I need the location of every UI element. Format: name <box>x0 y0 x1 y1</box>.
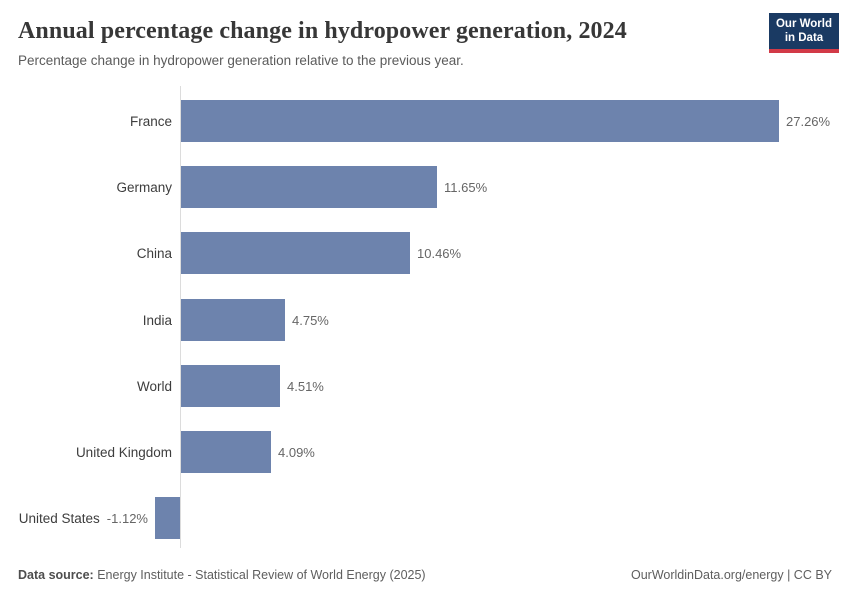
owid-logo-line1: Our World <box>775 17 832 30</box>
value-label: 4.75% <box>292 312 329 328</box>
y-axis-line <box>180 86 181 548</box>
value-label: 10.46% <box>417 245 462 261</box>
credit-link[interactable]: OurWorldinData.org/energy | CC BY <box>630 568 832 582</box>
entity-label: Germany <box>116 179 172 195</box>
data-source-text: Energy Institute - Statistical Review of… <box>93 568 426 582</box>
value-label: -1.12% <box>106 510 148 526</box>
bar[interactable] <box>181 365 280 407</box>
entity-label: United States <box>18 510 100 526</box>
value-label: 11.65% <box>444 179 488 195</box>
entity-label: India <box>142 312 172 328</box>
bar[interactable] <box>181 299 285 341</box>
value-label: 27.26% <box>786 113 831 129</box>
bar[interactable] <box>181 166 437 208</box>
value-label: 4.09% <box>278 444 315 460</box>
value-label: 4.51% <box>287 378 324 394</box>
bar[interactable] <box>181 232 410 274</box>
chart-footer: Data source: Energy Institute - Statisti… <box>18 568 832 582</box>
bar[interactable] <box>155 497 180 539</box>
entity-label: France <box>129 113 172 129</box>
owid-logo[interactable]: Our World in Data <box>769 13 839 53</box>
data-source-label: Data source: <box>18 568 94 582</box>
entity-label: World <box>136 378 172 394</box>
entity-label: United Kingdom <box>75 444 172 460</box>
entity-label-group: United States -1.12% <box>0 497 148 539</box>
owid-logo-line2: in Data <box>784 32 824 44</box>
page-subtitle: Percentage change in hydropower generati… <box>18 53 464 68</box>
bar[interactable] <box>181 431 271 473</box>
bar[interactable] <box>181 100 779 142</box>
page-title: Annual percentage change in hydropower g… <box>18 18 627 44</box>
data-source: Data source: Energy Institute - Statisti… <box>18 568 426 582</box>
entity-label: China <box>136 245 172 261</box>
